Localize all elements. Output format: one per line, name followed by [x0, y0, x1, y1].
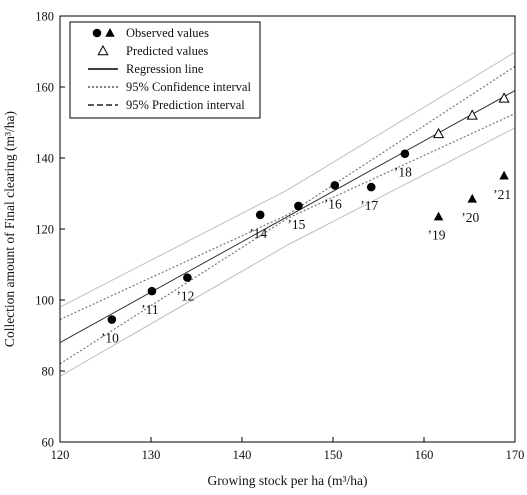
observed-point — [255, 210, 265, 220]
prediction-interval-lower — [59, 127, 516, 377]
observed-point — [366, 182, 376, 192]
x-tick-label: 150 — [324, 448, 343, 462]
observed-point — [330, 181, 340, 190]
legend-observed-triangle — [105, 28, 115, 37]
predicted-point — [432, 127, 445, 139]
legend-label-regression: Regression line — [126, 62, 204, 76]
legend: Observed values Predicted values Regressio… — [69, 21, 261, 119]
observed-point — [400, 149, 410, 159]
x-axis-title: Growing stock per ha (m³/ha) — [207, 473, 367, 488]
x-axis-ticks: 120 130 140 150 160 170 — [51, 437, 525, 462]
point-label: ’15 — [287, 217, 305, 232]
interval-lines — [59, 51, 516, 377]
point-label: ’21 — [493, 187, 511, 202]
observed-triangle-point — [467, 193, 477, 203]
legend-predicted-triangle — [97, 44, 109, 56]
predicted-point — [498, 92, 510, 103]
x-tick-label: 160 — [415, 448, 434, 462]
observed-point — [147, 286, 157, 296]
observed-triangle-point — [499, 170, 509, 180]
legend-box — [69, 21, 261, 119]
observed-triangle-point — [433, 211, 444, 221]
point-label: ’10 — [101, 331, 119, 346]
observed-point — [107, 315, 117, 324]
point-label: ’16 — [324, 196, 342, 211]
prediction-interval-upper — [59, 51, 516, 308]
y-tick-label: 160 — [35, 81, 54, 95]
point-label: ’19 — [428, 228, 446, 243]
x-tick-label: 140 — [233, 448, 252, 462]
data-points — [107, 92, 510, 324]
point-label: ’11 — [141, 302, 159, 317]
point-label: ’20 — [461, 210, 479, 225]
point-label: ’18 — [394, 165, 412, 180]
legend-label-prediction: 95% Prediction interval — [126, 98, 245, 112]
x-tick-label: 120 — [51, 448, 70, 462]
y-tick-label: 60 — [42, 436, 55, 450]
y-axis-title: Collection amount of Final clearing (m³/… — [2, 111, 17, 347]
legend-label-predicted: Predicted values — [126, 44, 208, 58]
y-tick-label: 180 — [35, 10, 54, 24]
predicted-point — [466, 109, 478, 120]
confidence-interval-lower — [59, 113, 516, 365]
y-tick-label: 120 — [35, 223, 54, 237]
point-labels: ’10 ’11 ’12 ’14 ’15 ’16 ’17 ’18 ’19 ’20 ’21 — [101, 165, 511, 346]
legend-observed-circle — [92, 28, 102, 38]
y-tick-label: 80 — [42, 365, 55, 379]
x-tick-label: 170 — [506, 448, 525, 462]
point-label: ’14 — [249, 226, 267, 241]
y-axis-ticks: 60 80 100 120 140 160 180 — [35, 10, 65, 450]
x-tick-label: 130 — [142, 448, 161, 462]
point-label: ’17 — [360, 198, 378, 213]
observed-point — [294, 201, 303, 211]
y-tick-label: 140 — [35, 152, 54, 166]
observed-point — [183, 273, 192, 282]
legend-label-confidence: 95% Confidence interval — [126, 80, 251, 94]
legend-label-observed: Observed values — [126, 26, 209, 40]
point-label: ’12 — [176, 289, 194, 304]
y-tick-label: 100 — [35, 294, 54, 308]
